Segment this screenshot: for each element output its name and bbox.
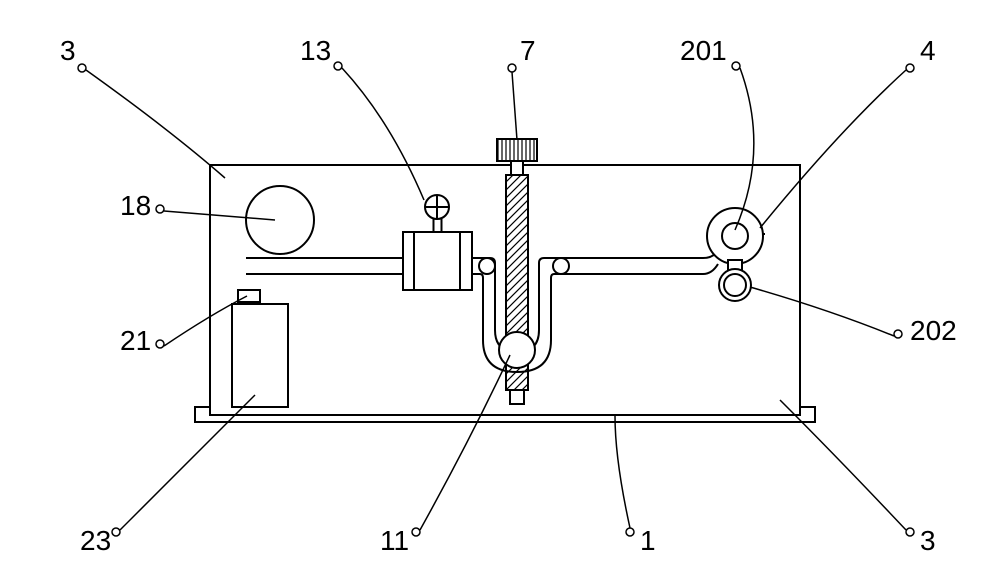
callout-label: 4 xyxy=(920,35,936,66)
callout-label: 201 xyxy=(680,35,727,66)
callout-label: 1 xyxy=(640,525,656,556)
callout-label: 23 xyxy=(80,525,111,556)
callout-label: 13 xyxy=(300,35,331,66)
callout-label: 7 xyxy=(520,35,536,66)
callout-label: 3 xyxy=(920,525,936,556)
callout-label: 3 xyxy=(60,35,76,66)
callout-label: 18 xyxy=(120,190,151,221)
callout-label: 11 xyxy=(380,525,409,556)
callout-label: 21 xyxy=(120,325,151,356)
callout-label: 202 xyxy=(910,315,957,346)
